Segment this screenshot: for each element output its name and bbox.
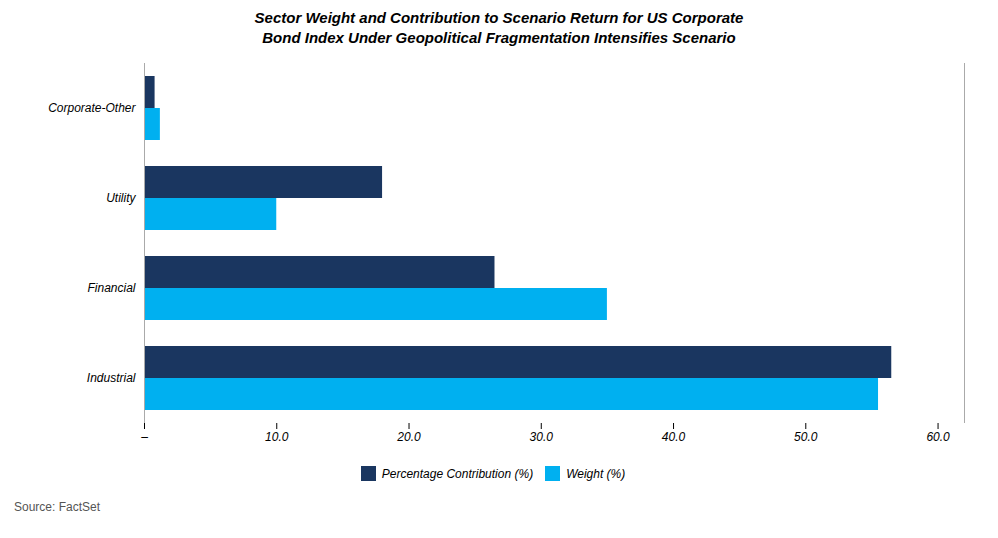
html-text:Sector Weight and Contribution: Sector Weight and Contribution to Scenar… (254, 9, 744, 46)
html-text:Weight (%): Weight (%) (566, 466, 626, 481)
svg-text:60.0: 60.0 (926, 430, 950, 444)
svg-text:50.0: 50.0 (794, 430, 818, 444)
svg-text:Utility: Utility (106, 191, 136, 205)
svg-text:10.0: 10.0 (265, 430, 289, 444)
svg-text:Industrial: Industrial (87, 371, 136, 385)
svg-text:40.0: 40.0 (662, 430, 686, 444)
svg-text:30.0: 30.0 (530, 430, 554, 444)
html-text:Source: FactSet: Source: FactSet (14, 500, 100, 514)
svg-text:–: – (140, 430, 148, 444)
svg-text:Financial: Financial (87, 281, 135, 295)
html-text:Percentage Contribution (%): Percentage Contribution (%) (381, 466, 534, 481)
svg-text:Corporate-Other: Corporate-Other (48, 101, 136, 115)
svg-text:20.0: 20.0 (396, 430, 421, 444)
